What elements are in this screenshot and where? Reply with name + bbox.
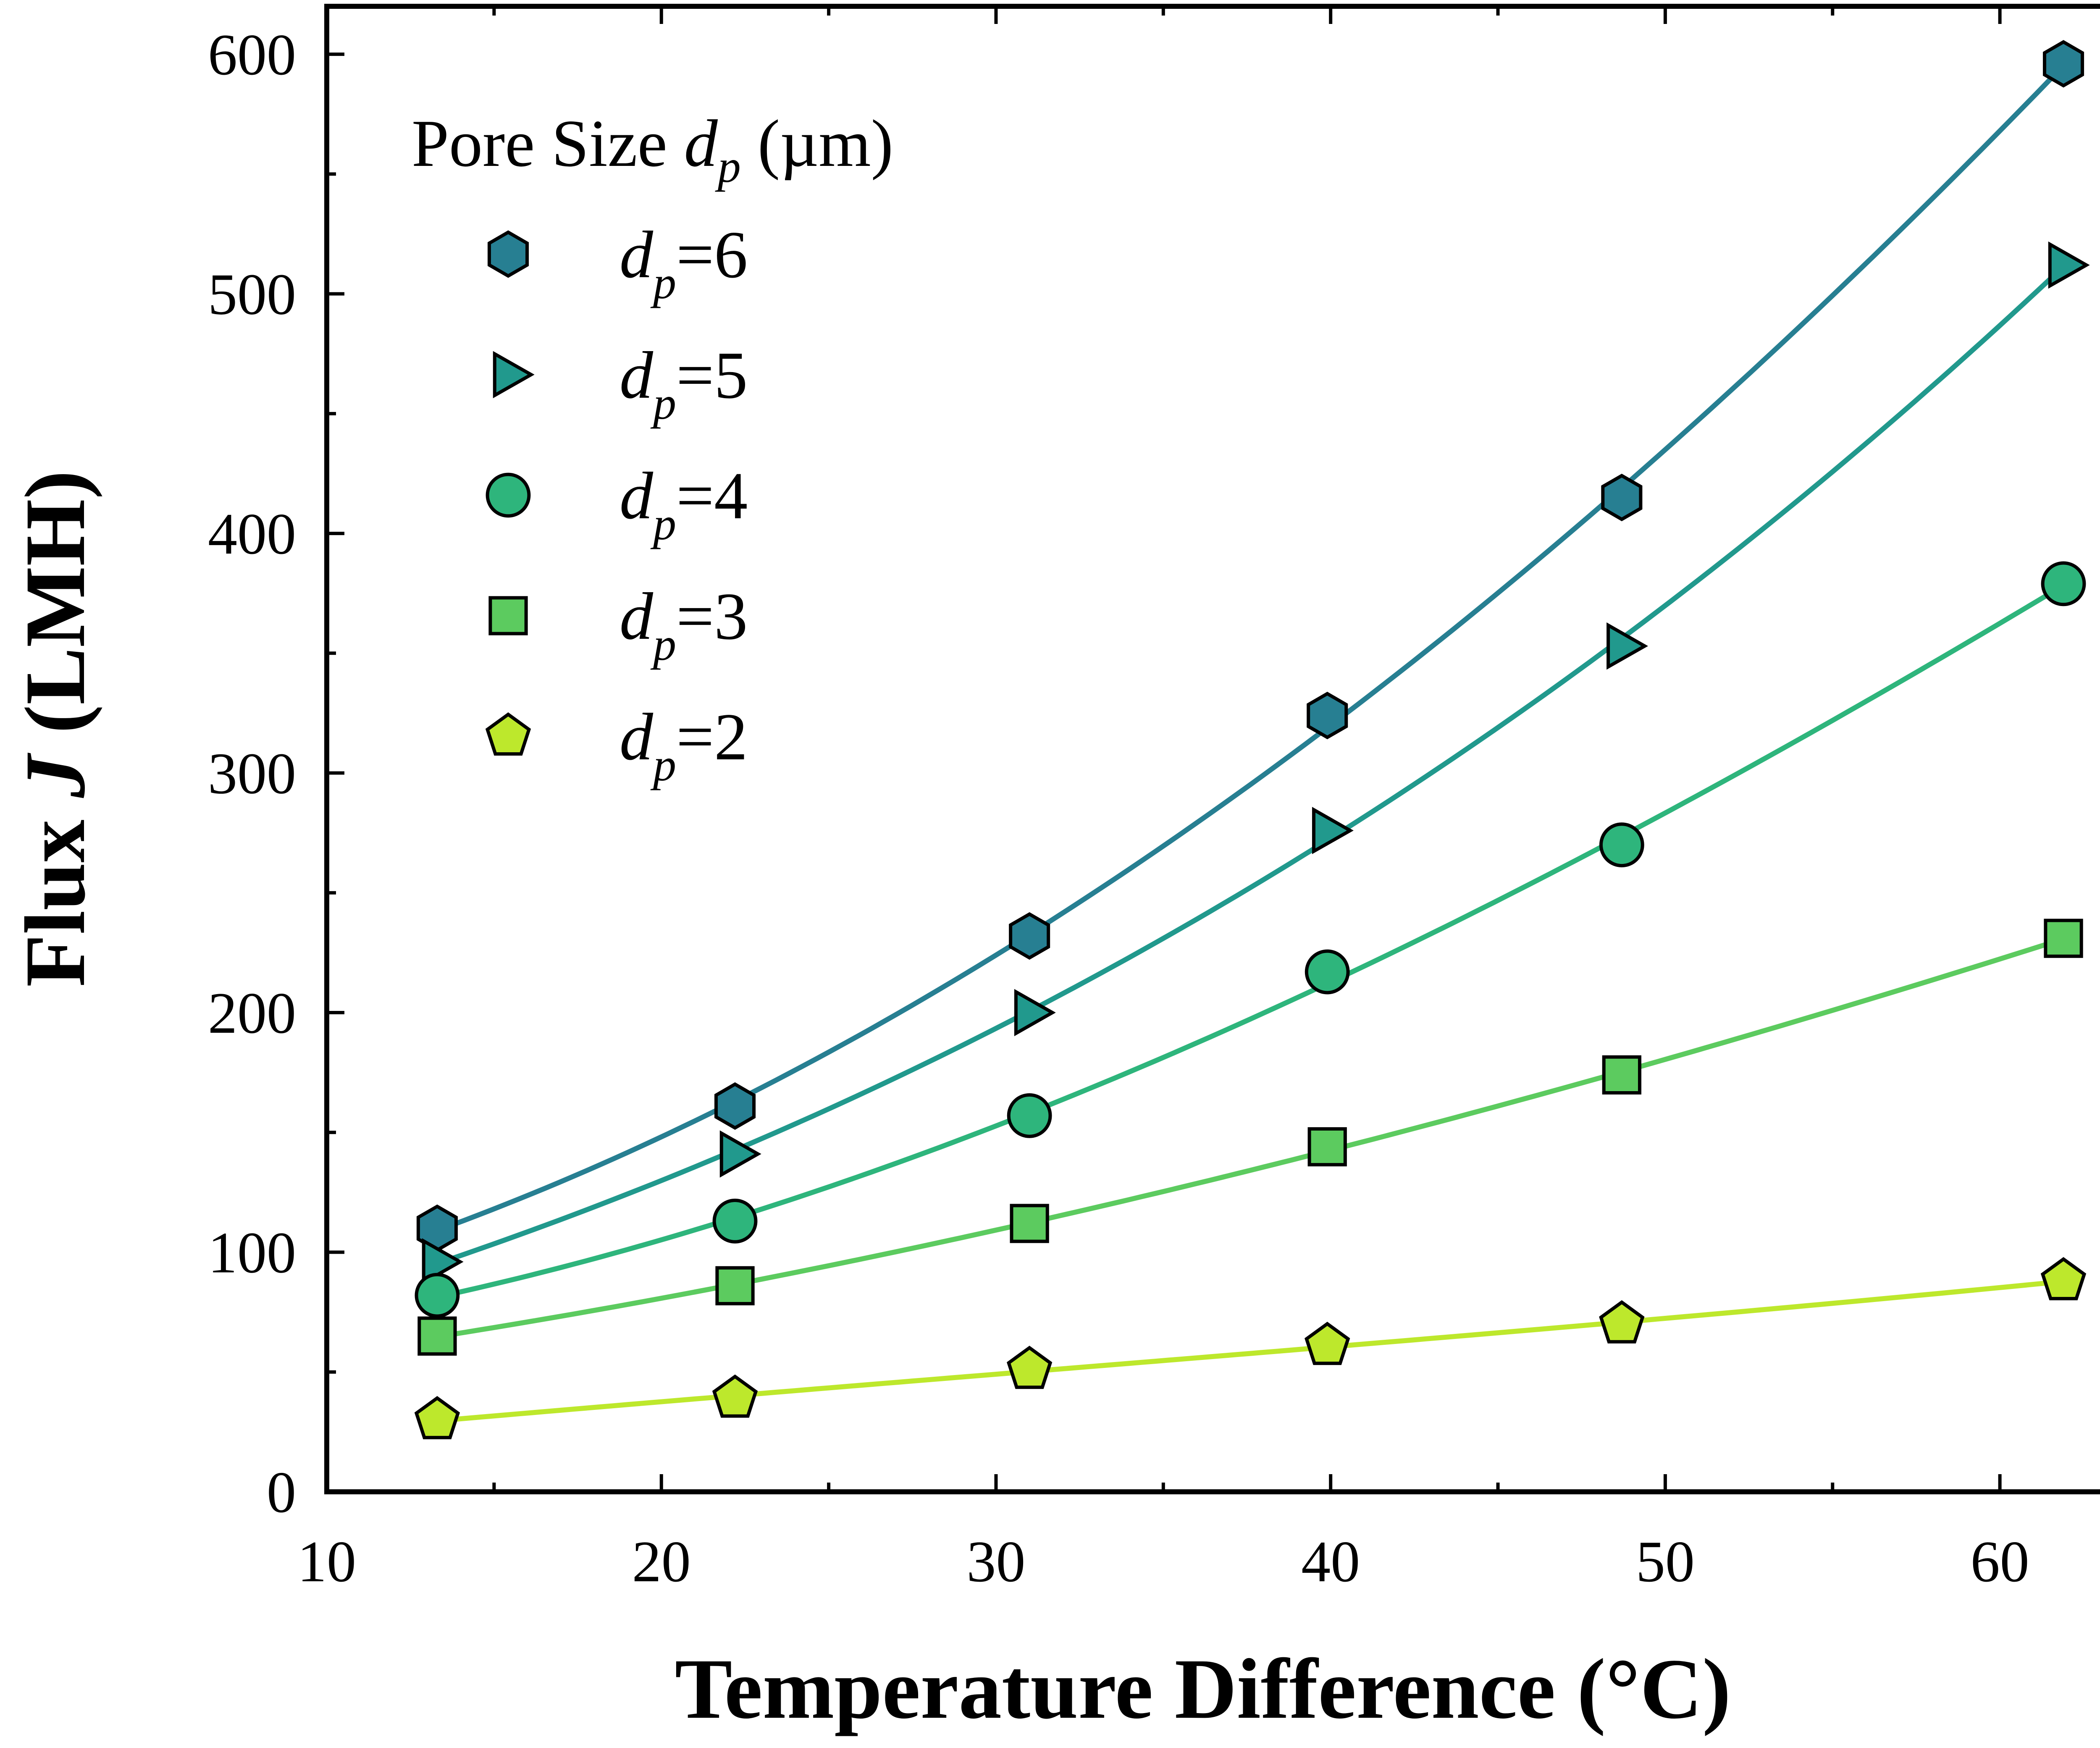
y-tick-label: 500: [208, 262, 296, 327]
legend-marker-dp=4: [486, 472, 531, 518]
data-point-dp=5: [422, 1238, 464, 1286]
data-point-dp=4: [1007, 1093, 1052, 1138]
data-point-dp=4: [2041, 561, 2086, 606]
data-point-dp=4: [1599, 822, 1644, 868]
y-axis-title-symbol: J: [8, 753, 103, 798]
x-tick-label: 50: [1636, 1529, 1695, 1594]
x-tick-label: 30: [966, 1529, 1025, 1594]
series-line-dp=2: [437, 1279, 2064, 1423]
legend-label-dp=5: dp=5: [620, 338, 748, 429]
y-tick-label: 0: [267, 1460, 296, 1525]
data-point-dp=3: [1307, 1127, 1347, 1167]
series-markers: [414, 40, 2090, 1439]
y-tick-label: 400: [208, 501, 296, 567]
axis-ticks: [325, 6, 2002, 1493]
legend-label-dp=3: dp=3: [620, 579, 748, 670]
series-line-dp=5: [436, 265, 2066, 1266]
legend-title: Pore Size dp (µm): [412, 106, 893, 192]
legend-items: dp=6 dp=5 dp=4 dp=3 dp=2: [485, 217, 748, 790]
data-point-dp=5: [1312, 807, 1354, 854]
data-point-dp=5: [1606, 622, 1648, 670]
series-line-dp=4: [436, 583, 2065, 1300]
legend-title-suffix: (µm): [741, 106, 893, 181]
data-point-dp=4: [1305, 949, 1350, 995]
y-axis-title-prefix: Flux: [8, 798, 103, 987]
data-point-dp=4: [415, 1273, 460, 1318]
x-tick-label: 40: [1301, 1529, 1360, 1594]
y-axis-title: Flux J (LMH): [8, 470, 103, 987]
data-point-dp=5: [719, 1130, 761, 1178]
data-point-dp=2: [1305, 1322, 1350, 1365]
x-tick-label: 10: [297, 1529, 356, 1594]
data-point-dp=2: [712, 1374, 758, 1418]
data-point-dp=3: [1010, 1204, 1049, 1243]
y-tick-label: 200: [208, 981, 296, 1046]
x-tick-label: 20: [632, 1529, 691, 1594]
x-tick-label: 60: [1971, 1529, 2029, 1594]
data-point-dp=6: [714, 1082, 756, 1130]
data-point-dp=6: [1601, 473, 1643, 522]
data-point-dp=3: [1602, 1055, 1641, 1094]
data-point-dp=6: [1307, 692, 1348, 740]
legend-label-dp=4: dp=4: [620, 458, 748, 549]
data-point-dp=2: [2040, 1257, 2087, 1301]
legend: Pore Size dp (µm) dp=6 dp=5 dp=4 dp=3 dp=2: [412, 106, 893, 790]
data-point-dp=3: [2044, 919, 2083, 958]
data-point-dp=6: [2042, 40, 2084, 88]
data-point-dp=2: [1599, 1300, 1645, 1344]
legend-marker-dp=2: [485, 712, 531, 756]
series-lines: [436, 64, 2066, 1423]
legend-title-sub: p: [715, 141, 741, 192]
data-point-dp=2: [414, 1396, 460, 1439]
data-point-dp=4: [712, 1198, 758, 1244]
plot-frame: [324, 4, 2100, 1494]
data-point-dp=6: [1009, 912, 1050, 960]
series-line-dp=3: [436, 936, 2064, 1339]
legend-marker-dp=3: [488, 596, 528, 635]
x-axis-title: Temperature Difference (°C): [675, 1641, 1731, 1737]
legend-marker-dp=5: [493, 351, 535, 399]
y-tick-label: 100: [208, 1220, 296, 1286]
legend-marker-dp=6: [487, 230, 529, 278]
legend-label-dp=6: dp=6: [620, 217, 748, 308]
data-point-dp=5: [2048, 241, 2090, 289]
legend-label-dp=2: dp=2: [620, 699, 748, 790]
legend-title-prefix: Pore Size: [412, 106, 684, 181]
series-line-dp=6: [436, 64, 2066, 1233]
data-point-dp=3: [417, 1316, 457, 1356]
y-axis-title-suffix: (LMH): [8, 470, 103, 755]
legend-title-symbol: d: [684, 106, 718, 181]
data-point-dp=3: [715, 1266, 755, 1306]
data-point-dp=5: [1014, 989, 1056, 1037]
y-tick-label: 300: [208, 741, 296, 806]
data-point-dp=2: [1006, 1346, 1053, 1389]
y-tick-label: 600: [208, 22, 296, 87]
